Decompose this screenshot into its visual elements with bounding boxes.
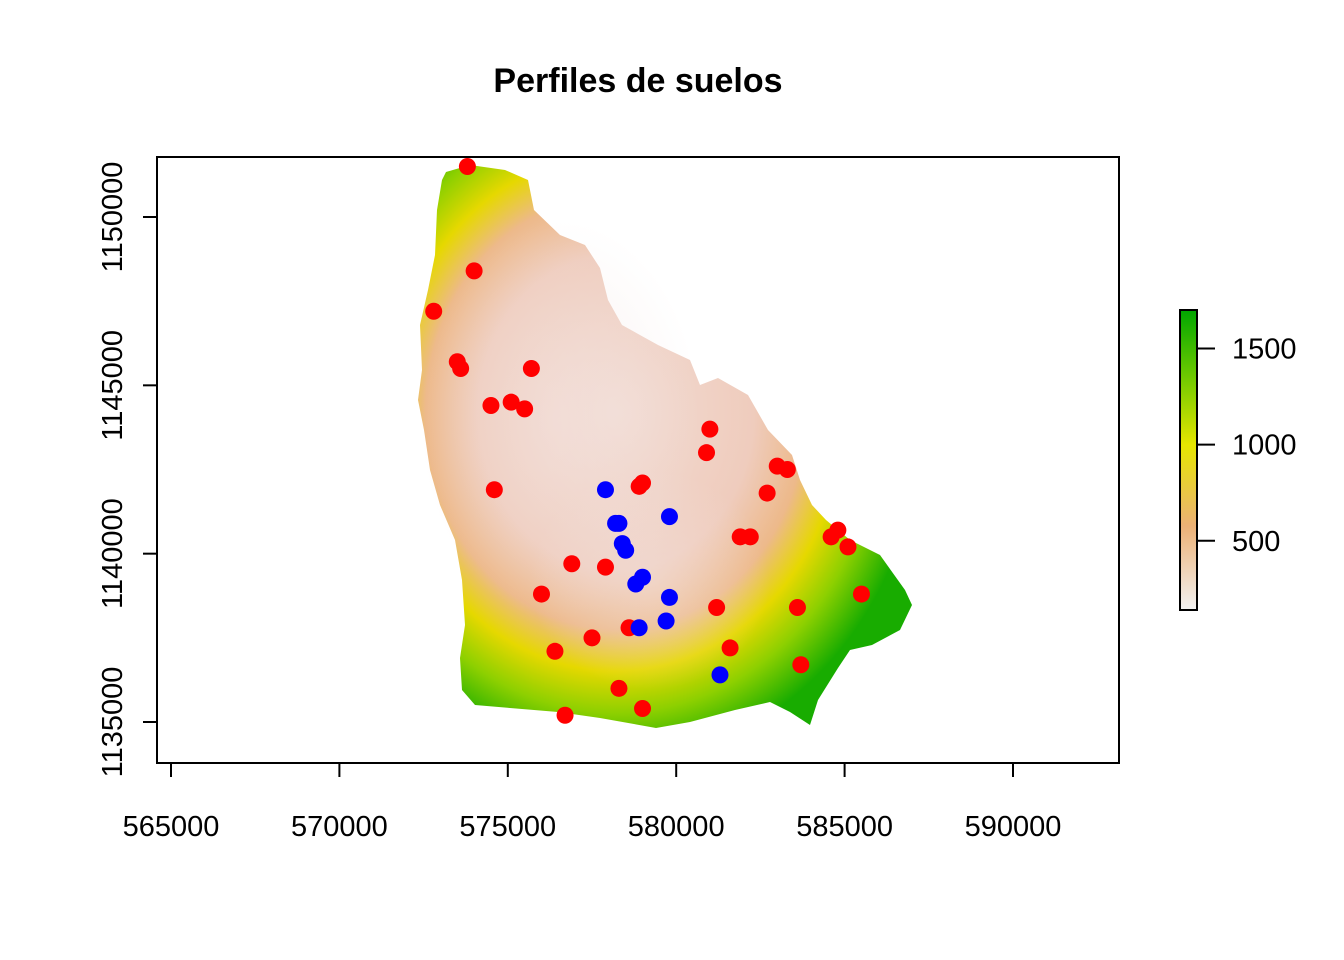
elevation-raster <box>418 165 912 728</box>
chart-title: Perfiles de suelos <box>493 62 782 100</box>
blue-profile-point <box>596 481 614 499</box>
red-profile-point <box>583 629 601 647</box>
blue-profile-point <box>660 588 678 606</box>
x-tick-label: 590000 <box>965 811 1062 843</box>
red-profile-point <box>516 400 534 418</box>
red-profile-point <box>778 461 796 478</box>
y-tick-label: 1150000 <box>97 162 129 273</box>
x-tick-label: 570000 <box>291 811 388 843</box>
red-profile-point <box>610 679 628 697</box>
blue-profile-point <box>630 619 648 637</box>
soil-profile-points <box>425 158 870 724</box>
red-profile-point <box>788 599 806 617</box>
x-tick-label: 565000 <box>123 811 220 843</box>
red-profile-point <box>839 538 857 556</box>
red-profile-point <box>485 481 503 499</box>
y-tick-label: 1145000 <box>97 330 129 441</box>
red-profile-point <box>522 360 540 377</box>
legend-colorbar <box>1179 309 1198 611</box>
blue-profile-point <box>610 514 628 532</box>
elevation-legend: 500 1000 1500 <box>1179 309 1297 611</box>
red-profile-point <box>634 700 652 718</box>
red-profile-point <box>452 360 470 377</box>
x-tick-label: 580000 <box>628 811 725 843</box>
blue-profile-point <box>711 666 729 684</box>
red-profile-point <box>546 642 564 660</box>
legend-tick-label: 1000 <box>1232 430 1297 462</box>
legend-tick-label: 1500 <box>1232 333 1297 365</box>
red-profile-point <box>556 706 574 724</box>
red-profile-point <box>741 528 759 546</box>
red-profile-point <box>532 585 550 603</box>
red-profile-point <box>792 656 810 674</box>
red-profile-point <box>708 599 726 617</box>
y-tick-label: 1135000 <box>97 667 129 778</box>
blue-profile-point <box>657 612 675 630</box>
red-profile-point <box>482 397 500 415</box>
x-tick-label: 575000 <box>459 811 556 843</box>
red-profile-point <box>465 262 483 280</box>
y-tick-label: 1140000 <box>97 498 129 609</box>
red-profile-point <box>758 484 776 502</box>
red-profile-point <box>698 444 716 462</box>
red-profile-point <box>852 585 870 603</box>
y-axis: 1135000 1140000 1145000 1150000 <box>97 162 158 778</box>
blue-profile-point <box>617 541 635 559</box>
x-tick-label: 585000 <box>796 811 893 843</box>
legend-tick-label: 500 <box>1232 526 1280 558</box>
red-profile-point <box>596 558 614 576</box>
blue-profile-point <box>660 508 678 526</box>
red-profile-point <box>630 477 648 495</box>
red-profile-point <box>425 302 443 320</box>
red-profile-point <box>721 639 739 657</box>
red-profile-point <box>822 528 840 546</box>
red-profile-point <box>458 158 476 175</box>
blue-profile-point <box>627 575 645 593</box>
red-profile-point <box>502 393 520 411</box>
red-profile-point <box>563 555 581 573</box>
x-axis: 565000 570000 575000 580000 585000 590000 <box>123 762 1062 843</box>
red-profile-point <box>701 420 719 438</box>
